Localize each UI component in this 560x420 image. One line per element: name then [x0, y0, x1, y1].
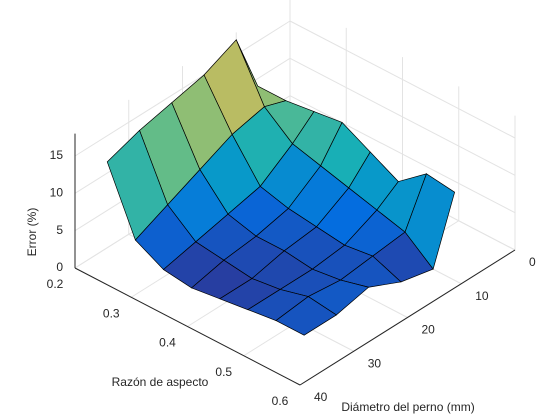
z-tick-label: 10 [50, 186, 64, 200]
grid-line [289, 57, 516, 176]
x-tick-label: 0.5 [215, 365, 232, 379]
y-tick-label: 40 [314, 390, 328, 404]
y-tick-label: 10 [475, 289, 489, 303]
surface-patch [275, 296, 338, 336]
z-tick-label: 0 [56, 260, 63, 274]
z-axis-label: Error (%) [25, 208, 39, 257]
x-axis [74, 267, 301, 386]
x-tick-label: 0.4 [159, 336, 176, 350]
x-tick-label: 0.3 [103, 306, 120, 320]
y-axis [299, 249, 516, 386]
y-tick-label: 0 [529, 255, 536, 269]
grid-line [289, 95, 516, 214]
z-tick-label: 5 [56, 223, 63, 237]
x-tick-label: 0.6 [272, 394, 289, 408]
grid-line [289, 20, 516, 139]
y-tick-label: 20 [422, 323, 436, 337]
z-tick-label: 15 [50, 148, 64, 162]
y-tick-label: 30 [368, 356, 382, 370]
x-axis-label: Razón de aspecto [112, 375, 209, 389]
y-axis-label: Diámetro del perno (mm) [341, 400, 474, 414]
grid-line [74, 20, 291, 157]
x-tick-label: 0.2 [47, 277, 64, 291]
